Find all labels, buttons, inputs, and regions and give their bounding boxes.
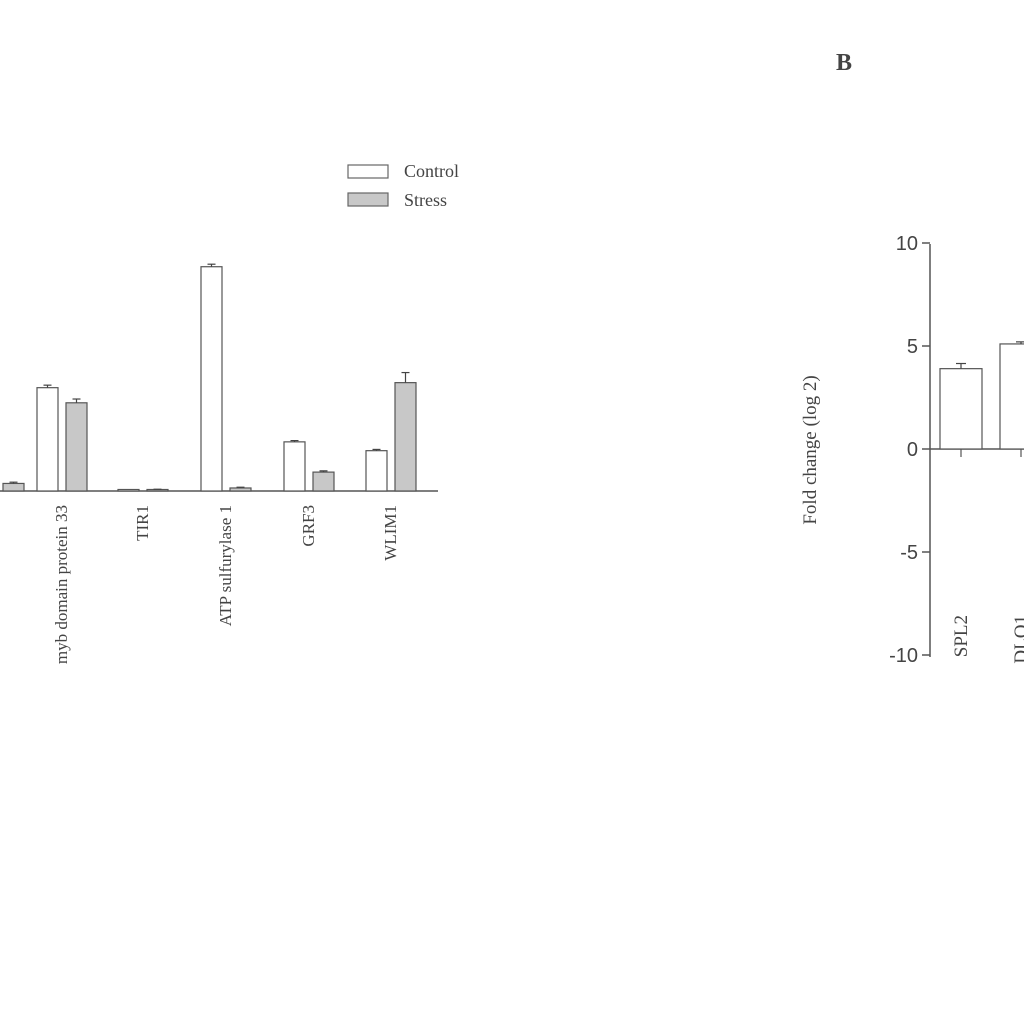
category-label-grf3: GRF3 <box>299 505 318 547</box>
panel-b-bars <box>939 341 1024 457</box>
bar-control-grf3 <box>283 441 306 492</box>
category-label-spl2: SPL2 <box>951 615 972 657</box>
bar-control-wlim1 <box>365 450 388 492</box>
panel-a-legend: Control Stress <box>347 161 459 210</box>
y-tick-label-10: -10 <box>889 645 918 667</box>
y-tick-label-0: 0 <box>907 439 918 461</box>
bar-control-tir1 <box>117 488 140 492</box>
y-tick-label-10: 10 <box>896 233 918 255</box>
legend-control-swatch <box>347 164 389 179</box>
bar-stress-wlim1 <box>394 382 417 492</box>
legend-control-label: Control <box>404 161 459 181</box>
category-label-tir1: TIR1 <box>133 505 152 541</box>
category-label-dlo1: DLO1 <box>1011 615 1024 664</box>
bar-spl2 <box>939 368 983 450</box>
panel-a-bars <box>2 263 417 492</box>
panel-b-chart: B Fold change (log 2) 10 5 0 -5 -10 SPL2 DLO1 <box>800 50 1024 667</box>
panel-b-y-axis-title: Fold change (log 2) <box>800 375 821 524</box>
panel-b-ticks: 10 5 0 -5 -10 <box>889 233 930 667</box>
y-tick-label-5: -5 <box>900 542 918 564</box>
bar-control-atp-sulfurylase-1 <box>200 266 223 492</box>
panel-b-category-labels: SPL2 DLO1 <box>951 615 1024 664</box>
bar-control-myb-domain-protein-33 <box>36 387 59 492</box>
bar-stress-atp-sulfurylase-1 <box>229 487 252 492</box>
panel-a-category-labels: myb domain protein 33 TIR1 ATP sulfurylase… <box>52 505 400 664</box>
y-tick-label-5: 5 <box>907 336 918 358</box>
bar-stress-unlabeled <box>2 482 25 492</box>
category-label-myb-domain-protein-33: myb domain protein 33 <box>52 505 71 664</box>
bar-stress-myb-domain-protein-33 <box>65 402 88 492</box>
category-label-wlim1: WLIM1 <box>381 505 400 561</box>
panel-a-chart: myb domain protein 33 TIR1 ATP sulfurylase… <box>0 161 459 664</box>
bar-dlo1 <box>999 343 1024 450</box>
panel-b-letter: B <box>836 50 852 76</box>
legend-stress-swatch <box>347 192 389 207</box>
legend-stress-label: Stress <box>404 190 447 210</box>
category-label-atp-sulfurylase-1: ATP sulfurylase 1 <box>216 505 235 626</box>
bar-stress-grf3 <box>312 471 335 492</box>
